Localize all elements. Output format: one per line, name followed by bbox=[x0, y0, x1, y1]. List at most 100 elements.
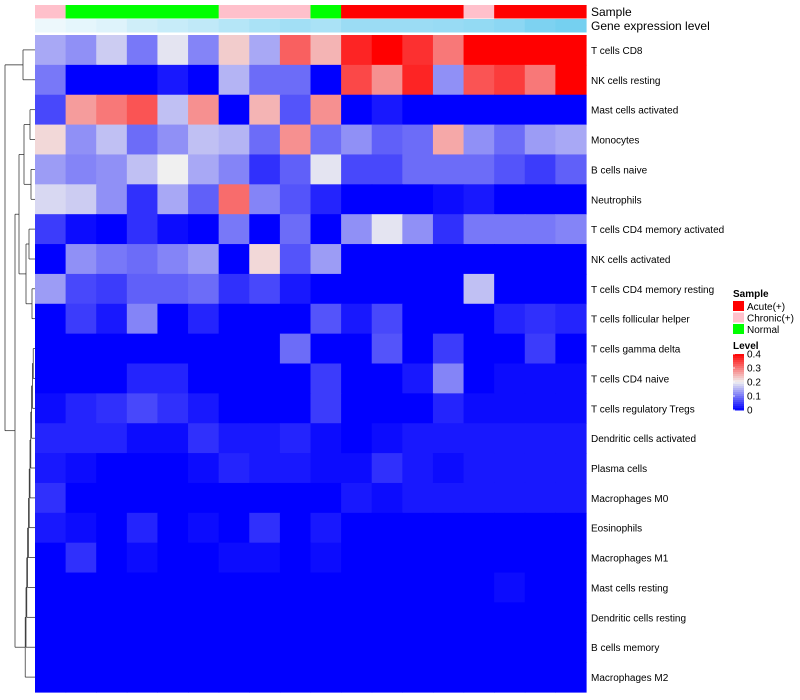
level-legend-gradient-step bbox=[733, 390, 744, 393]
heatmap-cell bbox=[371, 273, 403, 305]
heatmap-cell bbox=[157, 423, 189, 454]
heatmap-cell bbox=[371, 423, 403, 454]
level-legend-gradient-step bbox=[733, 392, 744, 395]
heatmap-cell bbox=[432, 602, 465, 633]
heatmap-cell bbox=[96, 602, 128, 633]
sample-track-cell bbox=[494, 5, 526, 19]
sample-legend-label: Normal bbox=[747, 325, 779, 336]
heatmap-cell bbox=[524, 423, 556, 454]
heatmap-cell bbox=[555, 363, 587, 394]
row-label: NK cells activated bbox=[591, 255, 670, 266]
heatmap-cell bbox=[463, 632, 495, 663]
heatmap-cell bbox=[524, 214, 556, 245]
heatmap-cell bbox=[126, 214, 159, 245]
heatmap-cell bbox=[494, 333, 526, 365]
heatmap-cell bbox=[524, 124, 556, 156]
heatmap-cell bbox=[341, 632, 373, 663]
heatmap-cell bbox=[371, 303, 403, 335]
heatmap-cell bbox=[432, 512, 465, 544]
heatmap-cell bbox=[341, 214, 373, 245]
heatmap-cell bbox=[341, 572, 373, 604]
heatmap-cell bbox=[218, 542, 250, 574]
heatmap-cell bbox=[371, 333, 403, 365]
heatmap-cell bbox=[524, 273, 556, 305]
heatmap-cell bbox=[249, 214, 281, 245]
expression-track-cell bbox=[65, 19, 97, 33]
heatmap-cell bbox=[463, 64, 495, 96]
sample-legend-label: Chronic(+) bbox=[747, 314, 794, 325]
heatmap-cell bbox=[524, 602, 556, 633]
level-legend-gradient-step bbox=[733, 394, 744, 397]
heatmap-cell bbox=[463, 273, 495, 305]
level-legend-gradient-step bbox=[733, 408, 744, 411]
heatmap-cell bbox=[249, 482, 281, 514]
heatmap-cell bbox=[218, 154, 250, 185]
heatmap-cell bbox=[494, 214, 526, 245]
heatmap-cell bbox=[65, 273, 97, 305]
heatmap-cell bbox=[279, 632, 312, 663]
heatmap-cell bbox=[188, 273, 220, 305]
heatmap-cell bbox=[279, 542, 312, 574]
heatmap-cell bbox=[555, 572, 587, 604]
heatmap-cell bbox=[279, 602, 312, 633]
heatmap-cell bbox=[463, 602, 495, 633]
level-legend-gradient-step bbox=[733, 400, 744, 403]
heatmap-cell bbox=[463, 453, 495, 484]
heatmap-cell bbox=[463, 214, 495, 245]
heatmap-cell bbox=[126, 154, 159, 185]
level-legend-gradient-step bbox=[733, 376, 744, 379]
heatmap-cell bbox=[126, 35, 159, 66]
heatmap-cell bbox=[432, 214, 465, 245]
heatmap-cell bbox=[65, 124, 97, 156]
heatmap-cell bbox=[371, 512, 403, 544]
heatmap-cell bbox=[371, 542, 403, 574]
heatmap-cell bbox=[35, 214, 67, 245]
sample-track-cell bbox=[555, 5, 587, 19]
sample-track-cell bbox=[279, 5, 312, 19]
heatmap-cell bbox=[249, 662, 281, 693]
row-labels: T cells CD8 NK cells resting Mast cells ac… bbox=[591, 46, 724, 684]
heatmap-cell bbox=[402, 244, 434, 275]
heatmap-cell bbox=[65, 632, 97, 663]
heatmap-cell bbox=[65, 363, 97, 394]
annotation-tracks bbox=[35, 5, 587, 33]
heatmap-cell bbox=[432, 244, 465, 275]
sample-track-cell bbox=[371, 5, 403, 19]
heatmap-cell bbox=[157, 542, 189, 574]
heatmap-cell bbox=[65, 244, 97, 275]
heatmap-cell bbox=[310, 482, 342, 514]
expression-track-cell bbox=[494, 19, 526, 33]
heatmap-cell bbox=[218, 303, 250, 335]
heatmap-cell bbox=[218, 482, 250, 514]
heatmap-cell bbox=[463, 512, 495, 544]
heatmap-cell bbox=[279, 572, 312, 604]
heatmap-cell bbox=[463, 363, 495, 394]
heatmap-cell bbox=[157, 273, 189, 305]
heatmap-cell bbox=[96, 542, 128, 574]
heatmap-cell bbox=[126, 64, 159, 96]
heatmap-cell bbox=[524, 512, 556, 544]
heatmap-cell bbox=[310, 94, 342, 126]
level-legend-gradient-step bbox=[733, 378, 744, 381]
heatmap-cell bbox=[96, 94, 128, 126]
expression-track-cell bbox=[555, 19, 587, 33]
heatmap-cell bbox=[524, 64, 556, 96]
heatmap-cell bbox=[249, 184, 281, 215]
heatmap-cell bbox=[402, 303, 434, 335]
heatmap-cell bbox=[341, 393, 373, 424]
expression-track-cell bbox=[157, 19, 189, 33]
heatmap-cell bbox=[432, 542, 465, 574]
sample-legend-swatch bbox=[733, 312, 744, 323]
heatmap-cell bbox=[65, 482, 97, 514]
heatmap-cell bbox=[555, 94, 587, 126]
heatmap-cell bbox=[35, 124, 67, 156]
heatmap-cell bbox=[524, 662, 556, 693]
heatmap-cell bbox=[555, 154, 587, 185]
heatmap-cell bbox=[218, 244, 250, 275]
heatmap-cell bbox=[555, 602, 587, 633]
heatmap-cell bbox=[555, 35, 587, 66]
heatmap-cell bbox=[463, 423, 495, 454]
heatmap-cell bbox=[96, 512, 128, 544]
